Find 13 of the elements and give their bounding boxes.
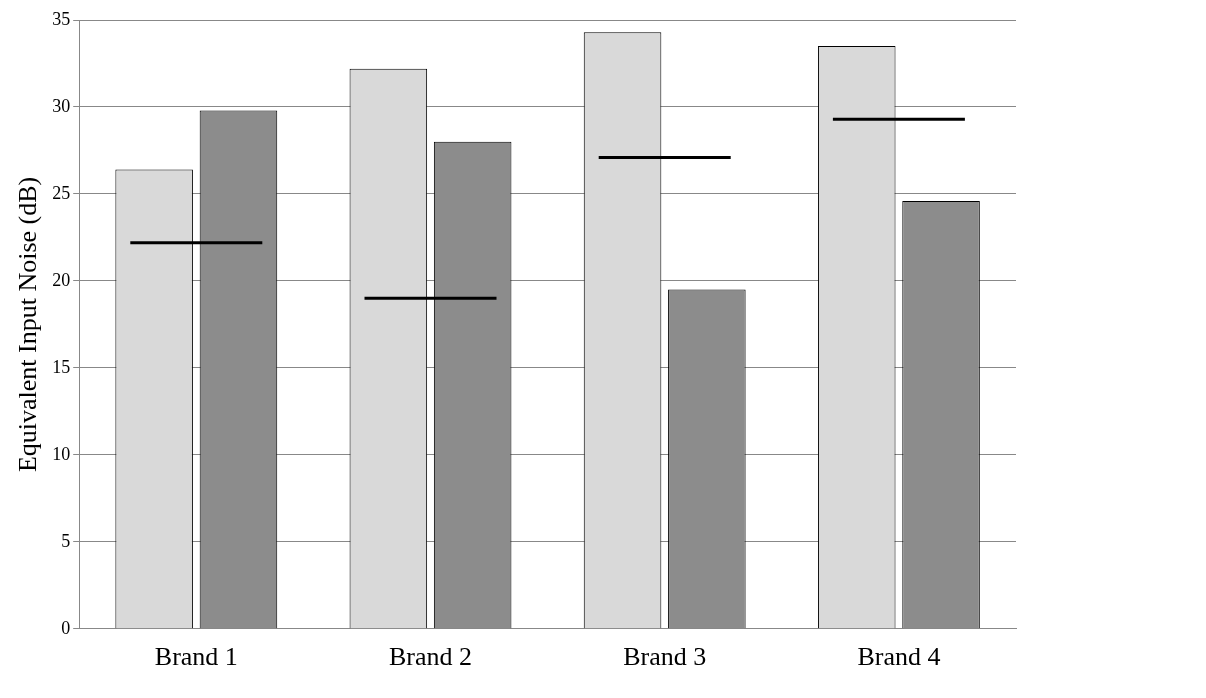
x-tick-label: Brand 2 <box>388 642 473 672</box>
y-tick-label: 20 <box>52 269 71 290</box>
y-tick-label: 25 <box>52 182 71 203</box>
y-axis-title: Equivalent Input Noise (dB) <box>13 176 43 473</box>
y-tick-label: 30 <box>52 95 71 116</box>
y-tick-label: 15 <box>52 356 71 377</box>
y-tick-label: 35 <box>52 8 71 29</box>
x-tick-label: Brand 4 <box>857 642 941 672</box>
y-tick-label: 10 <box>52 443 71 464</box>
x-tick-label: Brand 3 <box>623 642 707 672</box>
y-tick-label: 0 <box>61 617 71 638</box>
y-tick-label: 5 <box>61 530 71 551</box>
x-tick-label: Brand 1 <box>154 642 238 672</box>
